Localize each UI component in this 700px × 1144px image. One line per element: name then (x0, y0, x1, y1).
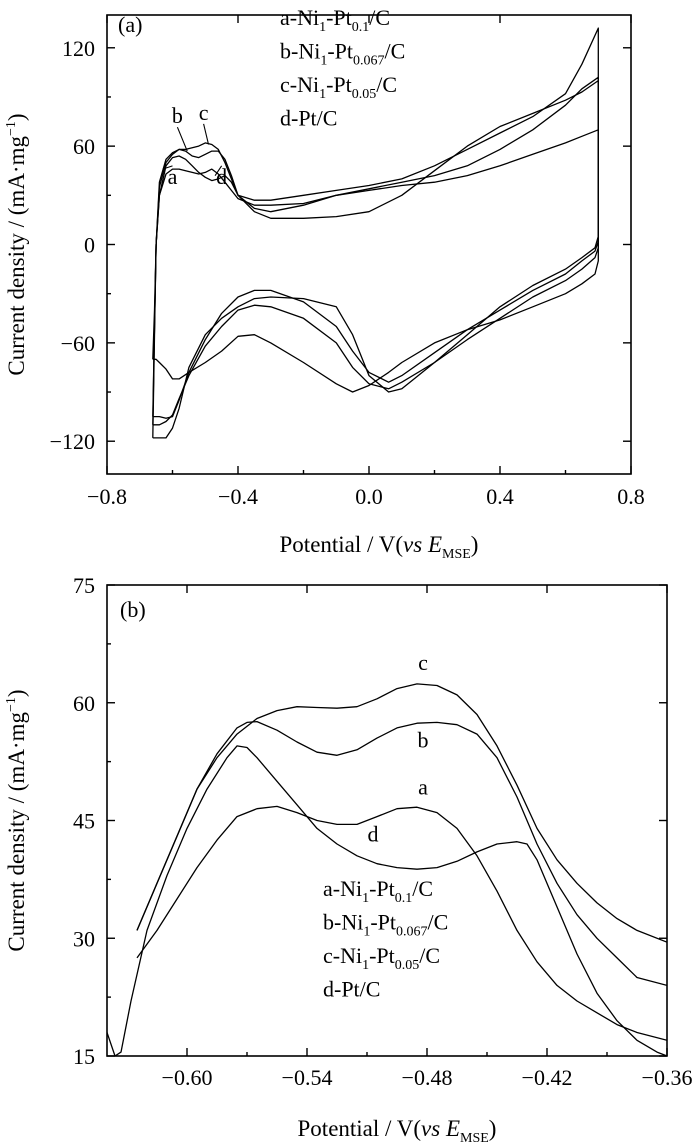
x-tick-label: −0.60 (162, 1065, 213, 1090)
x-tick-label: 0.8 (617, 484, 645, 509)
legend-entry: c-Ni1-Pt0.05/C (280, 72, 397, 102)
y-tick-label: 0 (84, 233, 95, 258)
x-tick-label: −0.54 (282, 1065, 333, 1090)
y-tick-label: 45 (73, 809, 95, 834)
x-axis-title: Potential / V(vs EMSE) (280, 532, 479, 562)
x-tick-label: −0.42 (522, 1065, 573, 1090)
series-line-b (136, 720, 667, 987)
x-axis-title: Potential / V(vs EMSE) (298, 1116, 497, 1144)
series-line-c (136, 683, 667, 943)
y-axis-title: Current density / (mA·mg−1) (4, 689, 29, 951)
curves (107, 683, 667, 1056)
series-label-b: b (172, 103, 183, 128)
y-tick-label: 15 (73, 1044, 95, 1069)
x-tick-label: −0.48 (402, 1065, 453, 1090)
curves (152, 27, 599, 439)
legend-entry: a-Ni1-Pt0.1/C (280, 5, 390, 35)
legend-entry: a-Ni1-Pt0.1/C (323, 876, 433, 906)
legend-entry: b-Ni1-Pt0.067/C (323, 910, 448, 940)
y-tick-label: 60 (73, 691, 95, 716)
series-label-d: d (368, 822, 379, 847)
series-line-a (136, 805, 667, 1041)
series-label-c: c (418, 650, 428, 675)
series-label-b: b (418, 727, 429, 752)
y-axis-title: Current density / (mA·mg−1) (4, 113, 29, 375)
series-label-d: d (216, 164, 227, 189)
series-leader-a (162, 165, 173, 170)
legend-entry: d-Pt/C (280, 106, 337, 131)
legend-entry: c-Ni1-Pt0.05/C (323, 943, 440, 973)
y-tick-label: 60 (73, 134, 95, 159)
series-line-c (152, 27, 599, 419)
series-line-d (107, 745, 667, 1056)
series-leader-c (203, 123, 210, 145)
panel-label: (b) (120, 597, 146, 622)
y-tick-label: 75 (73, 573, 95, 598)
plot-frame (106, 14, 632, 475)
legend-entry: d-Pt/C (323, 977, 380, 1002)
y-tick-label: 120 (62, 36, 95, 61)
series-line-b (152, 79, 599, 426)
series-label-a: a (168, 164, 178, 189)
series-label-c: c (199, 100, 209, 125)
chart-panel-b: −0.60 −0.54 −0.48 −0.42 −0.36 15 30 45 60 75 ab c d (… (4, 573, 692, 1144)
series-leader-d (214, 165, 223, 176)
y-tick-label: −120 (50, 429, 95, 454)
x-tick-label: 0.0 (355, 484, 383, 509)
series-line-d (152, 76, 599, 439)
x-tick-label: −0.36 (642, 1065, 693, 1090)
x-tick-label: −0.4 (218, 484, 258, 509)
x-tick-label: 0.4 (486, 484, 514, 509)
panel-label: (a) (118, 12, 142, 37)
y-tick-label: −60 (61, 331, 95, 356)
legend-entry: b-Ni1-Pt0.067/C (280, 39, 405, 69)
series-label-a: a (418, 775, 428, 800)
x-tick-label: −0.8 (87, 484, 127, 509)
y-tick-label: 30 (73, 926, 95, 951)
series-leader-b (176, 126, 188, 152)
chart-panel-a: −0.8 −0.4 0.0 0.4 0.8 −120 −60 0 60 120 a b c d (a) a-N… (4, 5, 645, 562)
